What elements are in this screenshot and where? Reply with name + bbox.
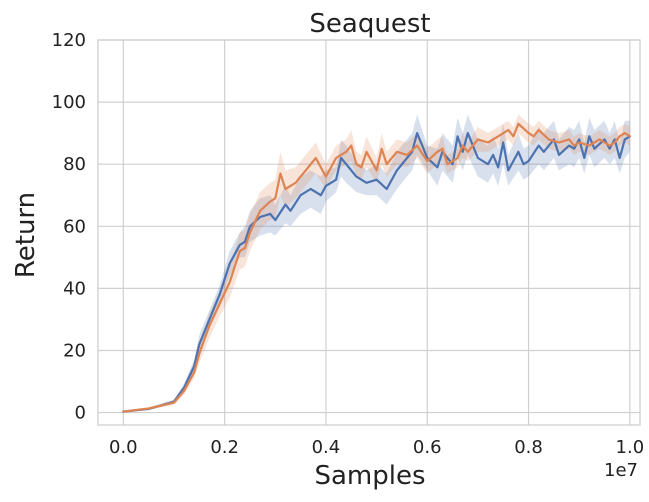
x-axis-offset-label: 1e7 [604,460,638,481]
y-tick-label: 60 [63,216,86,237]
x-tick-label: 0.6 [413,437,442,458]
chart-title: Seaquest [309,9,430,39]
x-tick-label: 0.8 [514,437,543,458]
y-tick-label: 120 [52,30,86,51]
y-axis-label: Return [11,192,41,278]
y-tick-label: 100 [52,92,86,113]
confidence-bands [123,114,630,413]
series-lines [122,122,632,413]
y-tick-label: 0 [75,403,86,424]
series-2-line [122,122,632,413]
series-1-confidence-band [123,114,630,413]
x-tick-label: 0.4 [312,437,341,458]
x-axis-label: Samples [314,461,425,491]
series-2-confidence-band [123,114,630,413]
x-tick-label: 0.2 [210,437,239,458]
x-tick-label: 1.0 [616,437,645,458]
plot-frame [97,39,641,426]
x-tick-label: 0.0 [109,437,138,458]
x-tick-labels: 0.0 0.2 0.4 0.6 0.8 1.0 [109,437,644,458]
y-tick-labels: 0 20 40 60 80 100 120 [52,30,86,424]
y-tick-label: 80 [63,154,86,175]
y-tick-label: 20 [63,340,86,361]
series-1-line [122,132,632,413]
y-tick-label: 40 [63,278,86,299]
